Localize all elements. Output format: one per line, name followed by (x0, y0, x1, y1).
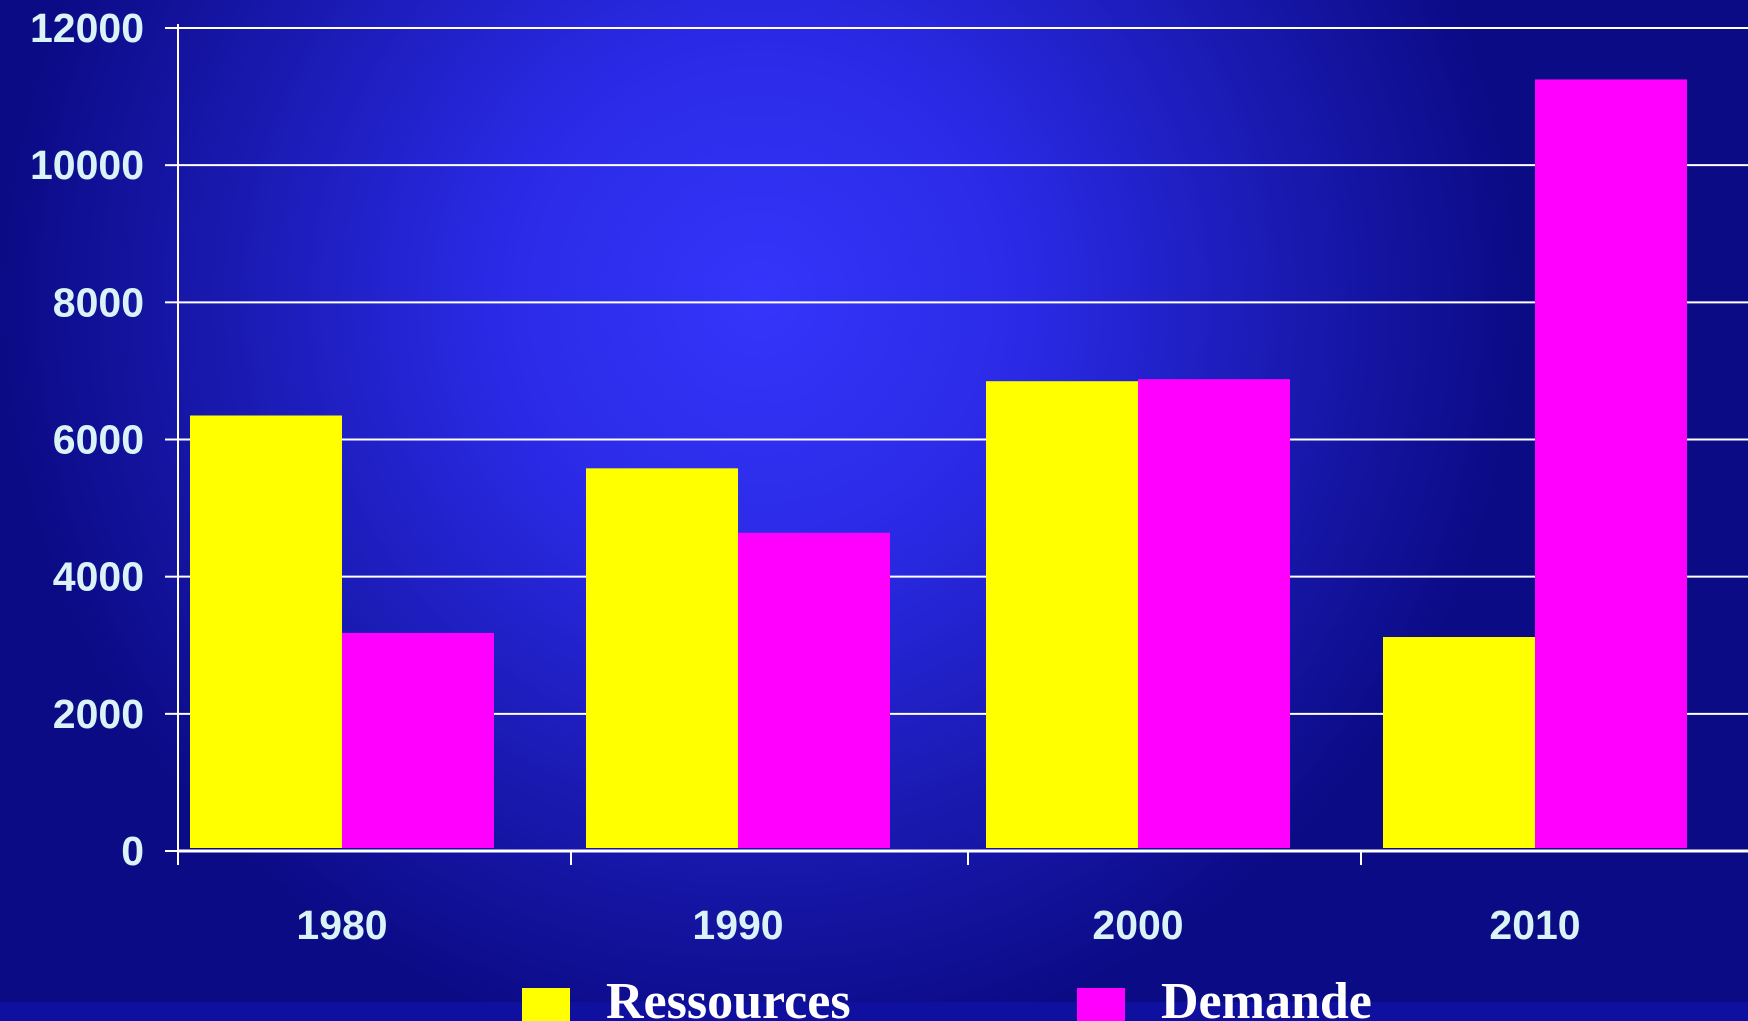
y-tick-label: 0 (121, 828, 144, 874)
y-tick-label: 6000 (53, 417, 144, 463)
bar-demande-1980 (342, 632, 494, 848)
legend-swatch-demande (1077, 988, 1125, 1021)
legend-swatch-ressources (522, 988, 570, 1021)
bar-ressources-2000 (986, 381, 1138, 848)
bar-demande-2010 (1535, 79, 1687, 848)
y-tick-label: 4000 (53, 554, 144, 600)
bar-ressources-1980 (190, 415, 342, 848)
y-tick-label: 2000 (53, 691, 144, 737)
y-tick-label: 12000 (30, 5, 144, 51)
bar-demande-2000 (1138, 379, 1290, 848)
bottom-band (0, 1002, 1748, 1021)
x-tick-label: 2010 (1489, 902, 1580, 948)
y-tick-label: 10000 (30, 142, 144, 188)
x-tick-label: 1990 (692, 902, 783, 948)
bar-ressources-2010 (1383, 637, 1535, 848)
y-tick-label: 8000 (53, 279, 144, 325)
x-tick-label: 1980 (296, 902, 387, 948)
legend-label-ressources: Ressources (606, 973, 851, 1021)
bar-ressources-1990 (586, 468, 738, 848)
bar-demande-1990 (738, 532, 890, 848)
x-tick-label: 2000 (1092, 902, 1183, 948)
legend-label-demande: Demande (1161, 973, 1372, 1021)
